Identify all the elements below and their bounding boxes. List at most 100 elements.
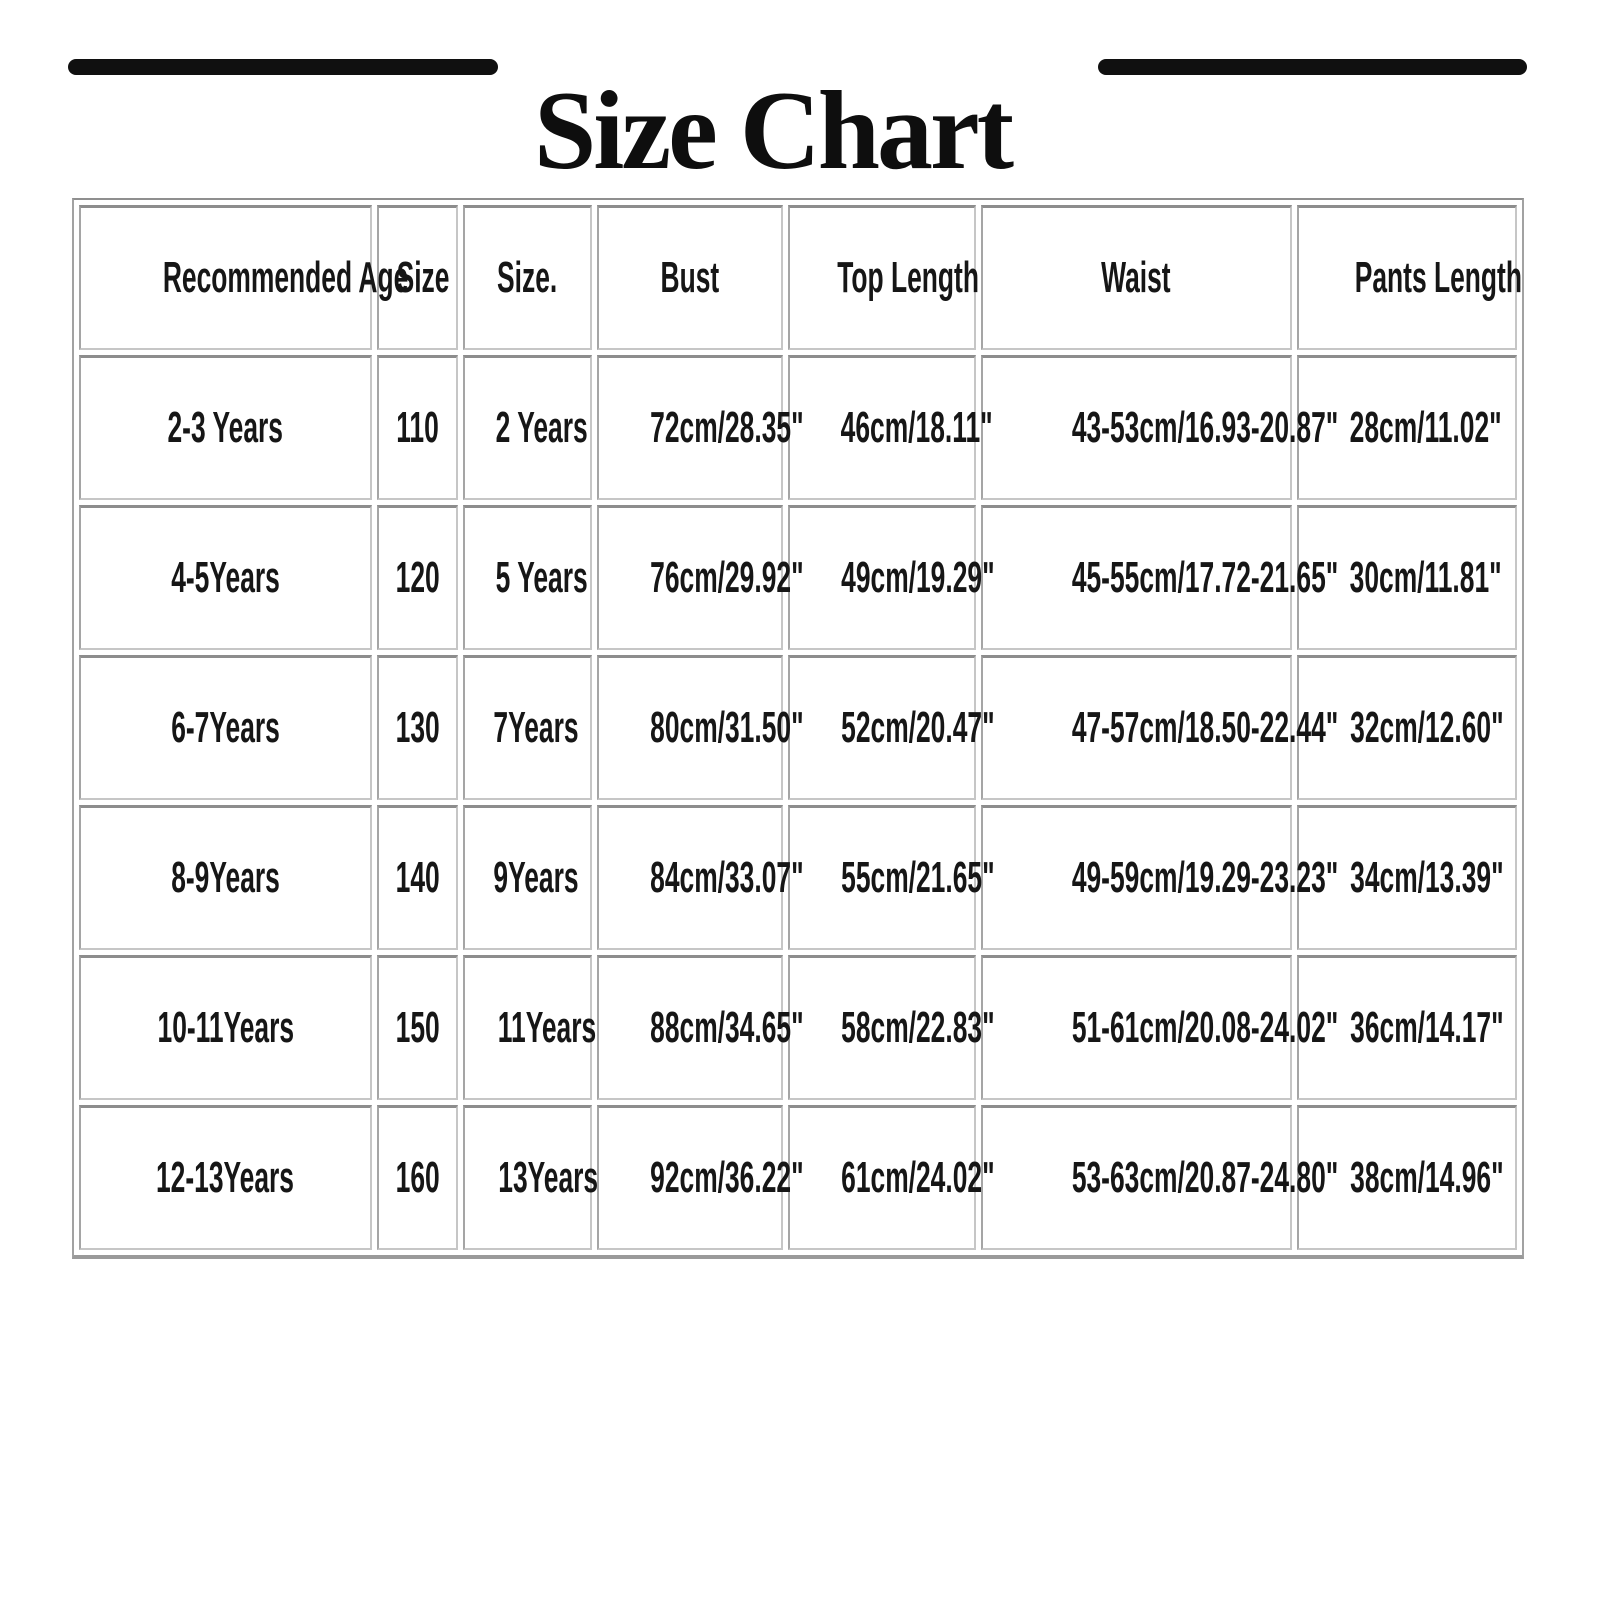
cell-value: 76cm/29.92": [650, 553, 804, 602]
cell-value: 130: [395, 703, 440, 752]
cell-value: 12-13Years: [156, 1153, 295, 1202]
cell-value: 140: [395, 853, 440, 902]
page-title: Size Chart: [533, 69, 1014, 194]
cell-value: 61cm/24.02": [840, 1153, 995, 1202]
header-label: Bust: [660, 253, 720, 302]
table-cell: 4-5Years: [79, 505, 372, 650]
table-cell: 30cm/11.81": [1296, 505, 1517, 650]
header-cell: Size.: [462, 205, 592, 350]
cell-value: 49-59cm/19.29-23.23": [1071, 853, 1338, 902]
cell-value: 72cm/28.35": [650, 403, 804, 452]
title-divider-left: [68, 59, 498, 75]
header-cell: Waist: [980, 205, 1292, 350]
table-cell: 34cm/13.39": [1296, 805, 1517, 950]
table-cell: 72cm/28.35": [596, 355, 804, 500]
table-cell: 120: [376, 505, 458, 650]
cell-value: 5 Years: [495, 553, 588, 602]
cell-value: 9Years: [493, 853, 579, 902]
header-label: Size: [396, 253, 450, 302]
cell-value: 13Years: [497, 1153, 598, 1202]
header-cell: Recommended Age: [79, 205, 408, 350]
table-row: 8-9Years 140 9Years 84cm/33.07" 55cm/21.65" 4…: [79, 805, 1517, 950]
cell-value: 10-11Years: [157, 1003, 294, 1052]
table-row: 10-11Years 150 11Years 88cm/34.65" 58cm/22.8…: [79, 955, 1517, 1100]
cell-value: 80cm/31.50": [650, 703, 804, 752]
table-row: 12-13Years 160 13Years 92cm/36.22" 61cm/24.0…: [79, 1105, 1517, 1250]
table-cell: 76cm/29.92": [596, 505, 804, 650]
cell-value: 11Years: [497, 1003, 596, 1052]
cell-value: 55cm/21.65": [840, 853, 995, 902]
table-cell: 6-7Years: [79, 655, 372, 800]
table-cell: 12-13Years: [79, 1105, 372, 1250]
table-cell: 45-55cm/17.72-21.65": [980, 505, 1338, 650]
header-label: Size.: [497, 253, 558, 302]
table-cell: 110: [376, 355, 458, 500]
cell-value: 51-61cm/20.08-24.02": [1071, 1003, 1338, 1052]
header-cell: Pants Length: [1296, 205, 1522, 350]
table-cell: 13Years: [462, 1105, 598, 1250]
cell-value: 46cm/18.11": [840, 403, 993, 452]
table-cell: 28cm/11.02": [1296, 355, 1517, 500]
table-cell: 46cm/18.11": [787, 355, 992, 500]
header-label: Waist: [1101, 253, 1171, 302]
cell-value: 110: [396, 403, 439, 452]
table-cell: 43-53cm/16.93-20.87": [980, 355, 1338, 500]
cell-value: 7Years: [493, 703, 579, 752]
cell-value: 120: [395, 553, 440, 602]
table-cell: 9Years: [462, 805, 592, 950]
cell-value: 53-63cm/20.87-24.80": [1071, 1153, 1338, 1202]
table-cell: 36cm/14.17": [1296, 955, 1517, 1100]
cell-value: 38cm/14.96": [1349, 1153, 1504, 1202]
table-cell: 8-9Years: [79, 805, 372, 950]
header-cell: Top Length: [787, 205, 979, 350]
table-cell: 52cm/20.47": [787, 655, 994, 800]
cell-value: 32cm/12.60": [1349, 703, 1504, 752]
cell-value: 28cm/11.02": [1349, 403, 1502, 452]
table-cell: 49cm/19.29": [787, 505, 994, 650]
table-cell: 2 Years: [462, 355, 592, 500]
table-cell: 140: [376, 805, 458, 950]
cell-value: 8-9Years: [171, 853, 280, 902]
table-cell: 7Years: [462, 655, 592, 800]
cell-value: 43-53cm/16.93-20.87": [1071, 403, 1338, 452]
table-cell: 2-3 Years: [79, 355, 372, 500]
cell-value: 30cm/11.81": [1349, 553, 1502, 602]
table-body: 2-3 Years 110 2 Years 72cm/28.35" 46cm/18.11…: [79, 355, 1517, 1250]
table-cell: 150: [376, 955, 458, 1100]
cell-value: 160: [395, 1153, 440, 1202]
table-cell: 51-61cm/20.08-24.02": [980, 955, 1338, 1100]
header-label: Pants Length: [1354, 253, 1522, 302]
table-cell: 38cm/14.96": [1296, 1105, 1517, 1250]
cell-value: 88cm/34.65": [650, 1003, 804, 1052]
table-row: 6-7Years 130 7Years 80cm/31.50" 52cm/20.47" 4…: [79, 655, 1517, 800]
table-cell: 61cm/24.02": [787, 1105, 994, 1250]
table-cell: 53-63cm/20.87-24.80": [980, 1105, 1338, 1250]
table-cell: 84cm/33.07": [596, 805, 804, 950]
table-cell: 80cm/31.50": [596, 655, 804, 800]
table-cell: 58cm/22.83": [787, 955, 994, 1100]
cell-value: 6-7Years: [171, 703, 280, 752]
table-cell: 49-59cm/19.29-23.23": [980, 805, 1338, 950]
table-cell: 88cm/34.65": [596, 955, 804, 1100]
cell-value: 2 Years: [495, 403, 588, 452]
title-block: Size Chart: [0, 0, 1600, 193]
table-cell: 55cm/21.65": [787, 805, 994, 950]
cell-value: 34cm/13.39": [1349, 853, 1504, 902]
table-cell: 92cm/36.22": [596, 1105, 804, 1250]
cell-value: 58cm/22.83": [840, 1003, 995, 1052]
table-cell: 32cm/12.60": [1296, 655, 1517, 800]
header-cell: Size: [376, 205, 458, 350]
cell-value: 92cm/36.22": [650, 1153, 804, 1202]
table-cell: 47-57cm/18.50-22.44": [980, 655, 1338, 800]
cell-value: 150: [395, 1003, 440, 1052]
table-cell: 10-11Years: [79, 955, 372, 1100]
cell-value: 2-3 Years: [167, 403, 284, 452]
title-divider-right: [1098, 59, 1527, 75]
cell-value: 4-5Years: [171, 553, 280, 602]
table-cell: 11Years: [462, 955, 596, 1100]
cell-value: 36cm/14.17": [1349, 1003, 1504, 1052]
cell-value: 84cm/33.07": [650, 853, 804, 902]
cell-value: 52cm/20.47": [840, 703, 995, 752]
table-cell: 130: [376, 655, 458, 800]
table-cell: 5 Years: [462, 505, 592, 650]
